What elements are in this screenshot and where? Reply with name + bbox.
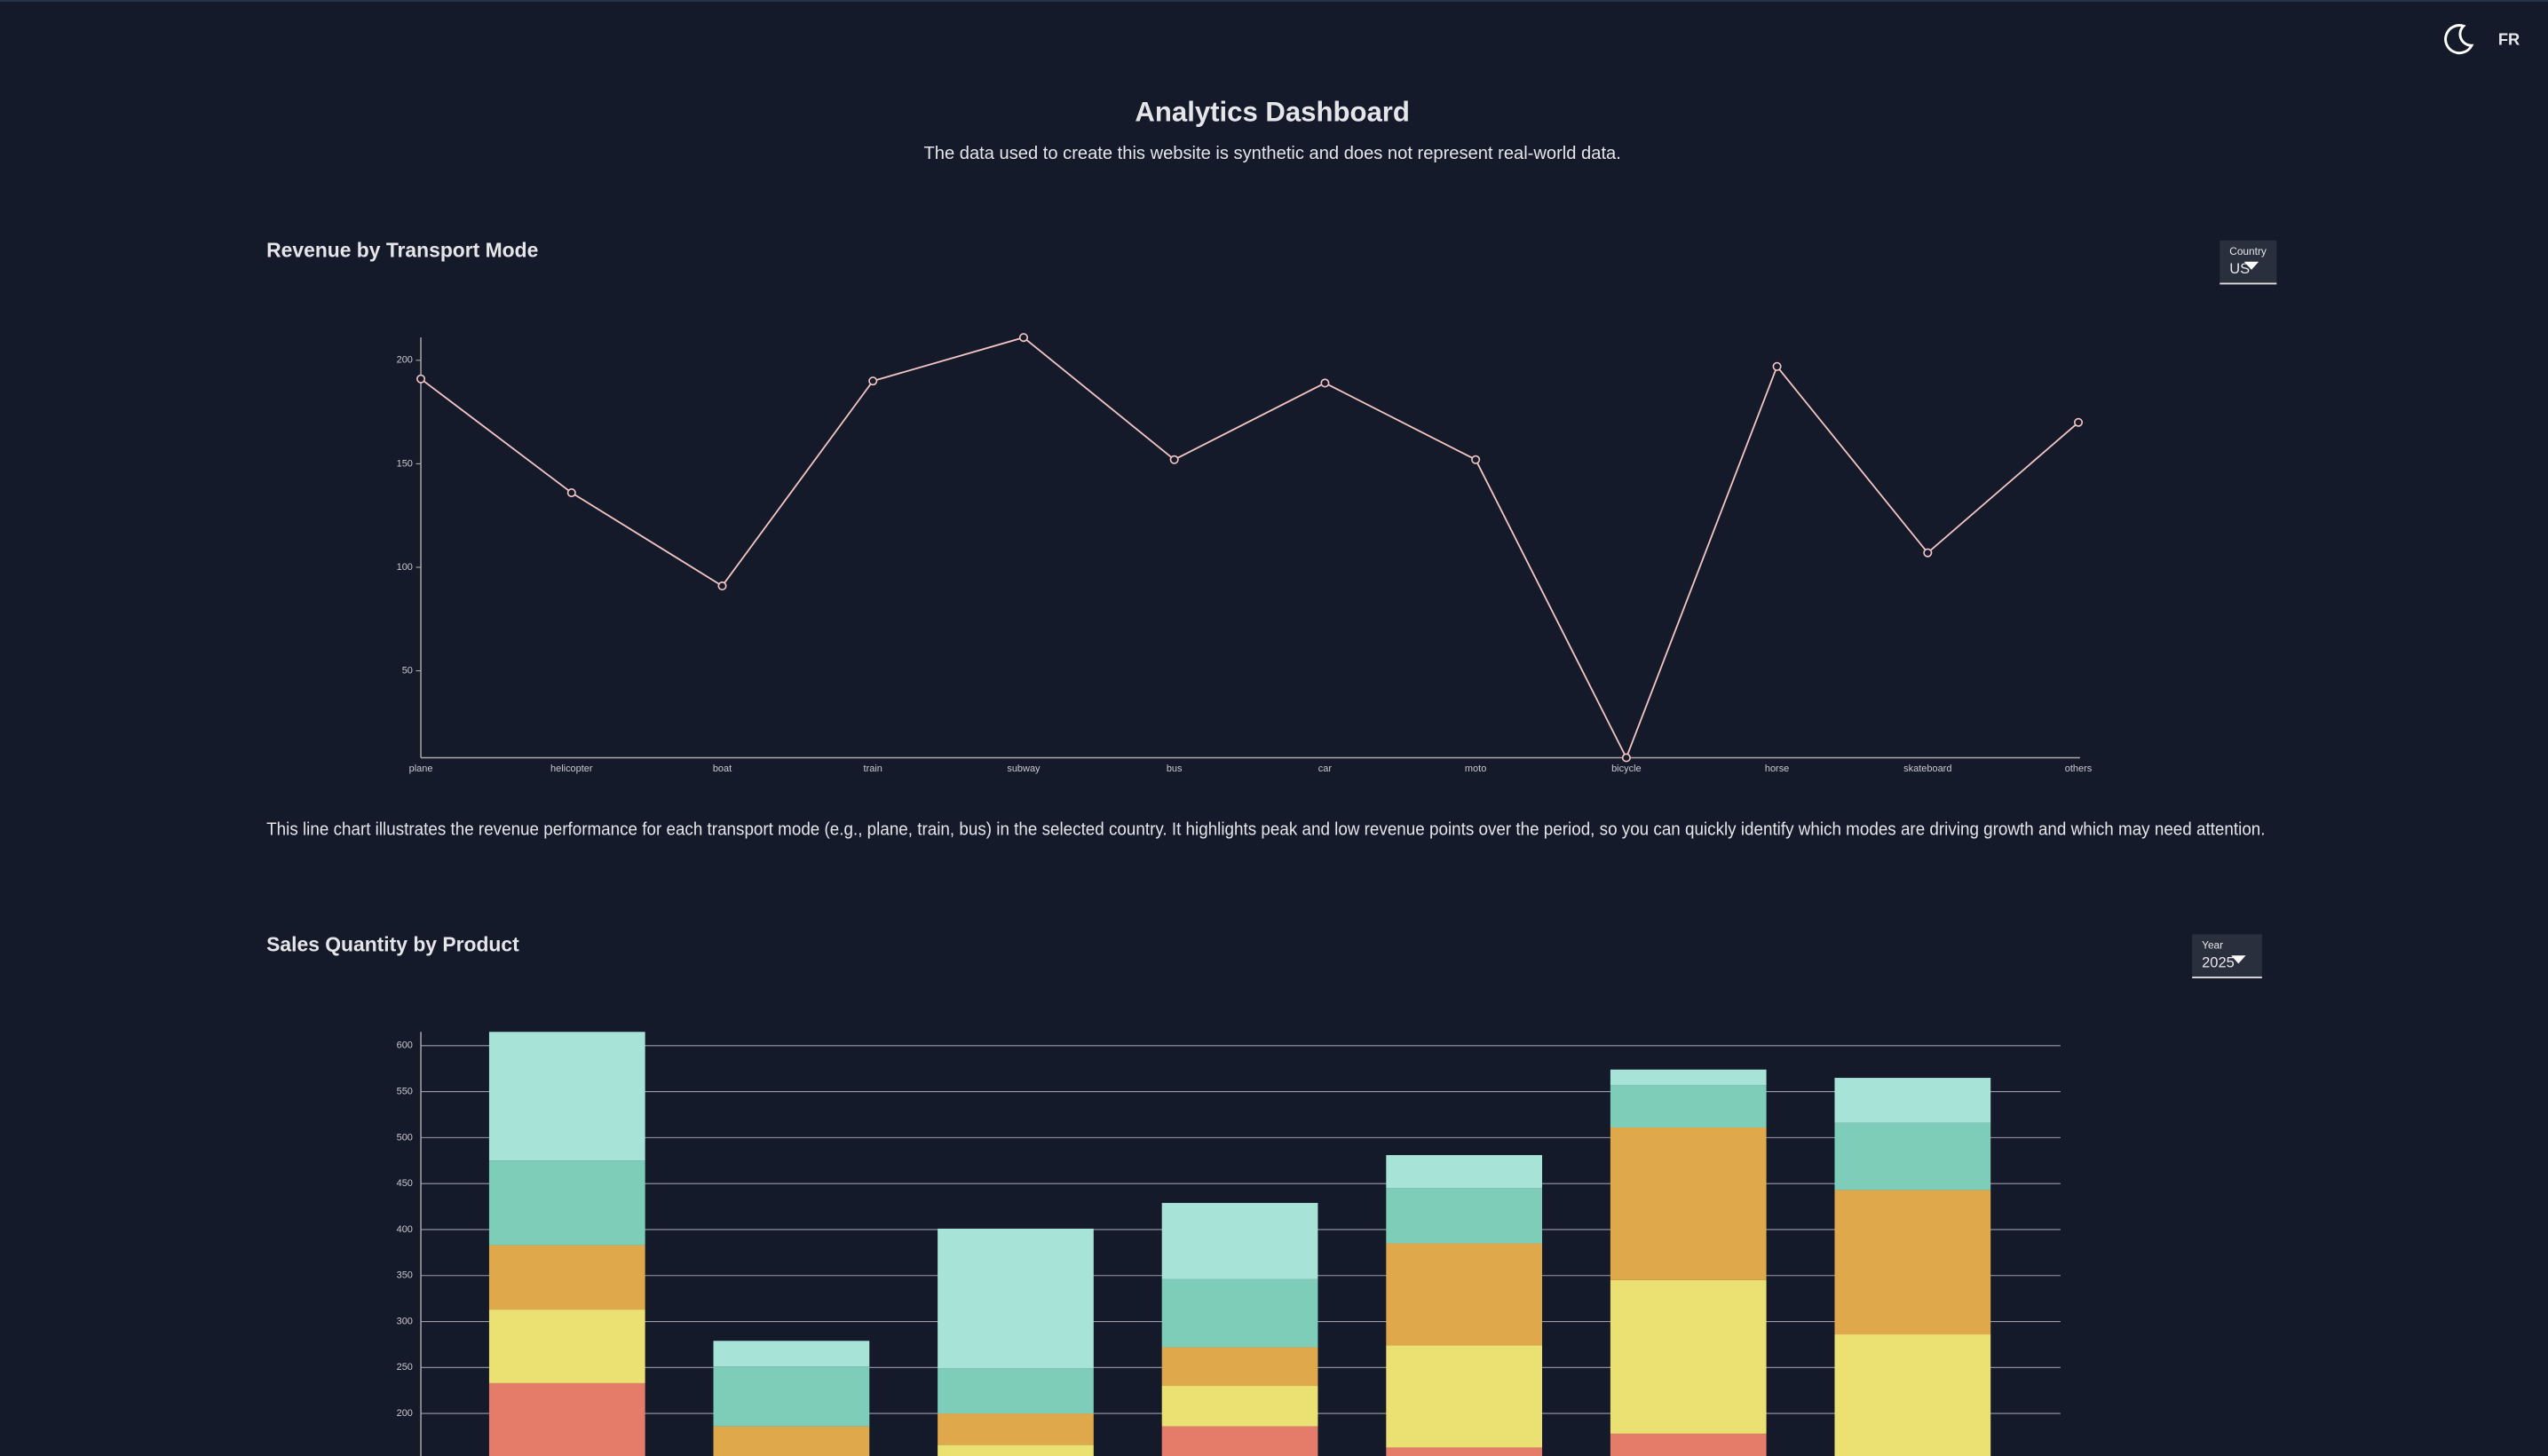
bar-segment bbox=[938, 1444, 1094, 1456]
data-point bbox=[1169, 455, 1179, 464]
bar-segment bbox=[1161, 1278, 1318, 1348]
bar-segment bbox=[938, 1228, 1094, 1369]
year-select[interactable]: Year 2025 bbox=[2192, 934, 2262, 978]
x-tick-label: moto bbox=[1465, 764, 1486, 774]
y-tick-label: 200 bbox=[397, 355, 413, 366]
bar-segment bbox=[1834, 1190, 1991, 1335]
x-tick-label: boat bbox=[713, 764, 732, 774]
select-value[interactable]: 2025 bbox=[2202, 955, 2235, 971]
x-tick-label: car bbox=[1318, 764, 1333, 774]
bar-segment bbox=[1161, 1202, 1318, 1279]
data-point bbox=[566, 488, 576, 498]
y-tick-label: 200 bbox=[397, 1408, 413, 1419]
chart-description: This line chart illustrates the revenue … bbox=[266, 820, 2265, 840]
select-value[interactable]: US bbox=[2229, 261, 2250, 277]
select-box[interactable] bbox=[2192, 934, 2262, 978]
x-tick-label: skateboard bbox=[1903, 764, 1951, 774]
x-tick-label: helicopter bbox=[550, 764, 593, 774]
x-tick-label: others bbox=[2065, 764, 2093, 774]
bar-segment bbox=[1386, 1188, 1543, 1244]
data-point bbox=[868, 376, 878, 386]
y-tick-label: 450 bbox=[397, 1178, 413, 1189]
bar-segment bbox=[488, 1032, 645, 1161]
bar-segment bbox=[488, 1310, 645, 1383]
x-tick-label: train bbox=[864, 764, 882, 774]
bar-segment bbox=[1386, 1447, 1543, 1456]
x-tick-label: bicycle bbox=[1611, 764, 1642, 774]
theme-toggle[interactable] bbox=[2444, 24, 2474, 55]
select-label: Year bbox=[2202, 938, 2223, 951]
bar-segment bbox=[713, 1426, 870, 1456]
bar-segment bbox=[1834, 1078, 1991, 1123]
data-point bbox=[1923, 548, 1933, 558]
data-point bbox=[1320, 378, 1330, 388]
bar-segment bbox=[1834, 1334, 1991, 1456]
bar-segment bbox=[488, 1160, 645, 1246]
y-tick-label: 500 bbox=[397, 1132, 413, 1143]
y-tick-label: 150 bbox=[397, 458, 413, 469]
bar-segment bbox=[1386, 1243, 1543, 1346]
bar-segment bbox=[1610, 1433, 1767, 1456]
data-point bbox=[1018, 333, 1028, 343]
y-tick-label: 300 bbox=[397, 1316, 413, 1326]
bar-segment bbox=[1610, 1127, 1767, 1280]
bar-segment bbox=[713, 1341, 870, 1367]
bar-segment bbox=[1386, 1155, 1543, 1189]
x-tick-label: horse bbox=[1765, 764, 1789, 774]
data-point bbox=[1621, 753, 1631, 763]
bar-segment bbox=[1610, 1069, 1767, 1086]
page-subtitle: The data used to create this website is … bbox=[924, 144, 1621, 163]
data-point bbox=[416, 374, 426, 384]
y-tick-label: 350 bbox=[397, 1270, 413, 1281]
bar-segment bbox=[1834, 1122, 1991, 1191]
x-tick-label: bus bbox=[1167, 764, 1183, 774]
bar-segment bbox=[1161, 1426, 1318, 1456]
bar-segment bbox=[938, 1368, 1094, 1414]
x-tick-label: plane bbox=[409, 764, 433, 774]
bar-segment bbox=[1161, 1386, 1318, 1427]
language-button[interactable]: FR bbox=[2498, 30, 2520, 49]
line-series bbox=[420, 336, 2079, 760]
data-point bbox=[1772, 361, 1782, 371]
bar-segment bbox=[1161, 1347, 1318, 1387]
data-point bbox=[1471, 455, 1481, 464]
page-title: Analytics Dashboard bbox=[1135, 96, 1409, 127]
bar-segment bbox=[1610, 1085, 1767, 1128]
y-tick-label: 600 bbox=[397, 1041, 413, 1051]
bar-segment bbox=[488, 1245, 645, 1310]
x-tick-label: subway bbox=[1007, 764, 1041, 774]
y-tick-label: 250 bbox=[397, 1362, 413, 1373]
y-tick-label: 100 bbox=[397, 562, 413, 573]
section-heading: Sales Quantity by Product bbox=[266, 932, 519, 955]
section-heading: Revenue by Transport Mode bbox=[266, 239, 538, 262]
data-point bbox=[717, 581, 727, 590]
y-tick-label: 50 bbox=[402, 665, 413, 676]
dropdown-arrow bbox=[2231, 955, 2246, 964]
y-tick-label: 550 bbox=[397, 1087, 413, 1097]
moon-icon[interactable] bbox=[2444, 24, 2474, 55]
bar-segment bbox=[1610, 1279, 1767, 1434]
y-tick-label: 400 bbox=[397, 1224, 413, 1235]
select-label: Country bbox=[2229, 245, 2267, 257]
data-point bbox=[2073, 417, 2084, 427]
bar-segment bbox=[1386, 1345, 1543, 1448]
bar-segment bbox=[938, 1413, 1094, 1445]
bar-segment bbox=[713, 1366, 870, 1427]
country-select[interactable]: Country US bbox=[2220, 240, 2277, 285]
dropdown-arrow bbox=[2243, 261, 2259, 270]
bar-segment bbox=[488, 1382, 645, 1456]
